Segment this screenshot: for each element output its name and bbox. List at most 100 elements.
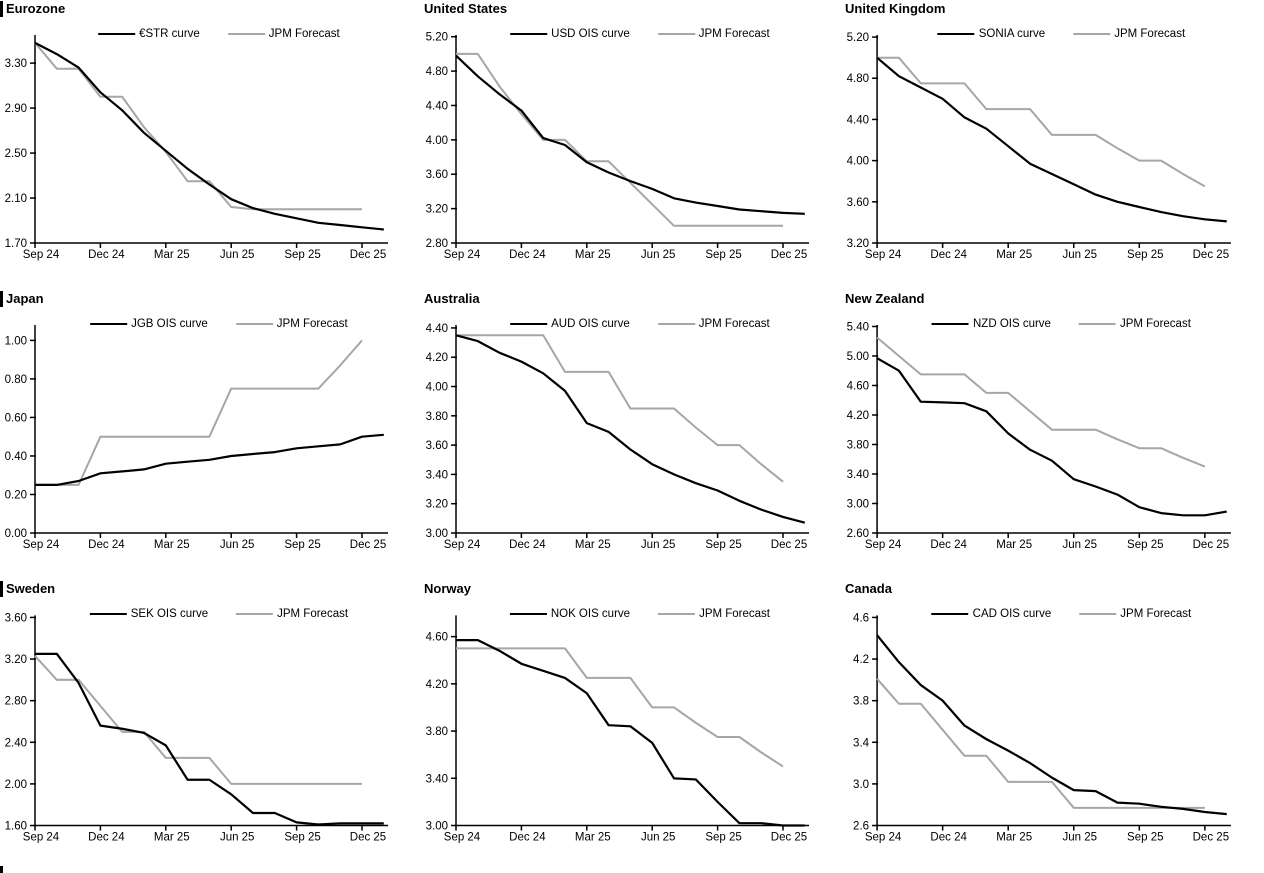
- y-tick-label: 1.70: [5, 238, 27, 250]
- y-tick-label: 3.0: [853, 779, 869, 791]
- legend-item-ois: JGB OIS curve: [90, 318, 208, 330]
- y-tick-label: 0.40: [5, 451, 27, 463]
- legend-label-ois: USD OIS curve: [551, 28, 630, 40]
- x-tick-label: Sep 25: [1127, 249, 1163, 261]
- y-tick-label: 3.30: [5, 58, 27, 70]
- y-tick-label: 4.00: [426, 382, 448, 394]
- y-tick-label: 4.60: [847, 380, 869, 392]
- x-tick-label: Dec 24: [509, 539, 546, 551]
- x-tick-label: Mar 25: [996, 539, 1032, 551]
- legend-item-forecast: JPM Forecast: [1073, 28, 1185, 40]
- series-line: [35, 433, 384, 486]
- series-line: [35, 652, 384, 826]
- legend-line-ois: [509, 613, 547, 615]
- x-tick-label: Dec 25: [1193, 832, 1229, 844]
- legend-label-forecast: JPM Forecast: [1119, 318, 1191, 330]
- x-tick-label: Jun 25: [641, 539, 676, 551]
- x-tick-label: Dec 24: [930, 832, 967, 844]
- x-tick-label: Sep 24: [444, 249, 481, 261]
- x-tick-label: Jun 25: [1062, 832, 1097, 844]
- y-tick-label: 3.00: [426, 528, 448, 540]
- chart-plot: 2.60 3.00 3.40 3.80 4.20 4.60 5.00 5.40 Sep 24 De…: [847, 321, 1231, 551]
- x-tick-label: Sep 24: [865, 832, 902, 844]
- chart-eurozone: Eurozone €STR curve JPM Forecast 1.70 2.1…: [0, 0, 421, 290]
- y-tick-label: 0.60: [5, 412, 27, 424]
- y-tick-label: 3.60: [426, 440, 448, 452]
- y-tick-label: 0.20: [5, 489, 27, 501]
- y-tick-label: 4.40: [426, 323, 448, 335]
- y-tick-label: 2.90: [5, 103, 27, 115]
- chart-title: Norway: [424, 581, 471, 596]
- legend-line-ois: [510, 323, 548, 325]
- x-tick-label: Sep 25: [705, 832, 741, 844]
- y-tick-label: 3.20: [426, 499, 448, 511]
- legend-item-forecast: JPM Forecast: [657, 318, 770, 330]
- x-tick-label: Dec 25: [350, 539, 386, 551]
- legend-label-ois: JGB OIS curve: [131, 318, 208, 330]
- legend-item-forecast: JPM Forecast: [1078, 318, 1191, 330]
- x-tick-label: Dec 25: [350, 832, 386, 844]
- y-tick-label: 1.00: [5, 335, 27, 347]
- chart-plot: 3.00 3.40 3.80 4.20 4.60 Sep 24 Dec 24 Mar 25 Ju…: [426, 615, 809, 844]
- legend-label-forecast: JPM Forecast: [277, 608, 349, 620]
- y-tick-label: 4.80: [847, 73, 869, 85]
- y-tick-label: 2.10: [5, 193, 27, 205]
- chart-title: United Kingdom: [845, 1, 946, 16]
- x-tick-label: Jun 25: [1062, 539, 1097, 551]
- y-tick-label: 3.20: [847, 238, 869, 250]
- y-tick-label: 5.20: [426, 32, 448, 44]
- y-tick-label: 4.6: [853, 612, 869, 624]
- x-tick-label: Sep 24: [23, 832, 60, 844]
- chart-title: United States: [424, 1, 508, 16]
- series-line: [456, 334, 784, 483]
- legend-item-forecast: JPM Forecast: [236, 608, 348, 620]
- y-tick-label: 4.20: [847, 410, 869, 422]
- chart-plot: 3.20 3.60 4.00 4.40 4.80 5.20 Sep 24 Dec 24 Mar …: [847, 32, 1231, 261]
- x-tick-label: Jun 25: [220, 539, 255, 551]
- y-tick-label: 3.4: [853, 737, 870, 749]
- x-tick-label: Dec 25: [1193, 249, 1229, 261]
- y-tick-label: 0.80: [5, 374, 27, 386]
- legend-line-ois: [931, 613, 969, 615]
- y-tick-label: 3.80: [426, 411, 448, 423]
- x-tick-label: Dec 24: [88, 832, 125, 844]
- legend-line-forecast: [236, 613, 274, 615]
- y-tick-label: 3.60: [426, 169, 448, 181]
- x-tick-label: Dec 25: [1193, 539, 1229, 551]
- x-tick-label: Sep 25: [284, 832, 320, 844]
- legend-label-forecast: JPM Forecast: [698, 318, 770, 330]
- legend-line-ois: [937, 33, 975, 35]
- legend-line-ois: [90, 323, 128, 325]
- legend-line-forecast: [235, 323, 273, 325]
- legend-label-forecast: JPM Forecast: [268, 28, 340, 40]
- legend-item-forecast: JPM Forecast: [1079, 608, 1191, 620]
- x-tick-label: Mar 25: [996, 249, 1032, 261]
- legend-line-ois: [89, 613, 127, 615]
- legend-label-ois: SEK OIS curve: [130, 608, 209, 620]
- chart-legend: €STR curve JPM Forecast: [98, 28, 340, 40]
- x-tick-label: Mar 25: [154, 539, 190, 551]
- y-tick-label: 3.60: [847, 197, 869, 209]
- x-tick-label: Jun 25: [220, 832, 254, 844]
- chart-title: Australia: [424, 291, 480, 306]
- legend-item-forecast: JPM Forecast: [227, 28, 340, 40]
- y-tick-label: 3.40: [426, 773, 448, 785]
- x-tick-label: Sep 25: [705, 539, 741, 551]
- chart-plot: 2.80 3.20 3.60 4.00 4.40 4.80 5.20 Sep 24 Dec 24…: [426, 32, 809, 261]
- x-tick-label: Sep 25: [1127, 539, 1163, 551]
- legend-line-ois: [510, 33, 548, 35]
- x-tick-label: Dec 25: [350, 249, 386, 261]
- legend-item-forecast: JPM Forecast: [658, 608, 770, 620]
- series-line: [455, 54, 805, 215]
- y-tick-label: 3.00: [426, 821, 448, 833]
- y-tick-label: 4.80: [426, 66, 448, 78]
- y-tick-label: 1.60: [5, 821, 27, 833]
- y-tick-label: 5.20: [847, 32, 869, 44]
- chart-plot: 0.00 0.20 0.40 0.60 0.80 1.00 Sep 24 Dec 24 Mar …: [5, 325, 388, 551]
- y-tick-label: 4.20: [426, 352, 448, 364]
- x-tick-label: Mar 25: [154, 832, 190, 844]
- section-bar: [0, 1, 3, 17]
- legend-label-ois: NZD OIS curve: [972, 318, 1051, 330]
- y-tick-label: 3.60: [5, 612, 27, 624]
